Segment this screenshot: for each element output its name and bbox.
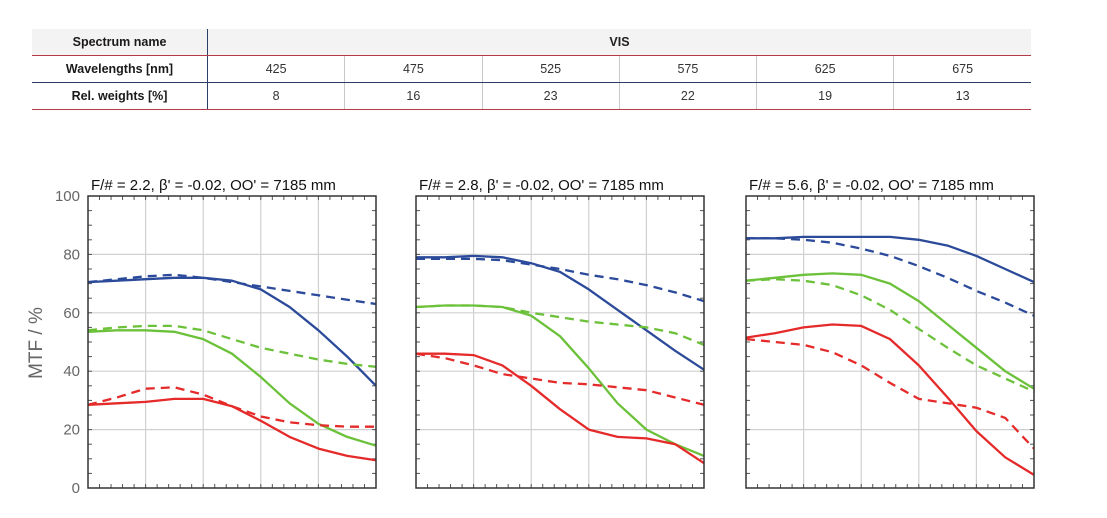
weight-cell: 22 — [619, 82, 758, 110]
weight-cell: 8 — [207, 82, 346, 110]
mtf-curve-red-dashed — [87, 386, 376, 428]
mtf-curve-green-dashed — [87, 324, 377, 368]
weight-cell: 19 — [756, 82, 895, 110]
panel-title: F/# = 5.6, β' = -0.02, OO' = 7185 mm — [749, 177, 994, 194]
y-axis-title: MTF / % — [26, 307, 47, 379]
mtf-curve-blue-solid — [87, 276, 377, 387]
wavelength-cell: 525 — [482, 55, 620, 83]
wavelength-row: Wavelengths [nm] 425 475 525 575 625 675 — [32, 55, 1031, 83]
y-tick-label: 80 — [63, 246, 80, 263]
mtf-panel: F/# = 2.8, β' = -0.02, OO' = 7185 mm — [415, 177, 705, 489]
mtf-panel: F/# = 2.2, β' = -0.02, OO' = 7185 mm 0 20 4… — [55, 177, 377, 497]
mtf-curve-red-dashed — [415, 352, 705, 406]
panel-title: F/# = 2.2, β' = -0.02, OO' = 7185 mm — [91, 177, 336, 194]
wavelength-cell: 575 — [619, 55, 758, 83]
spectrum-name-label: Spectrum name — [32, 29, 208, 56]
plot-area — [88, 196, 376, 488]
mtf-curve-green-solid — [87, 329, 377, 447]
mtf-curve-blue-dashed — [746, 237, 1035, 317]
y-tick-label: 40 — [63, 363, 80, 380]
wavelength-cell: 675 — [893, 55, 1031, 83]
plot-area — [416, 196, 704, 488]
wavelength-cell: 475 — [344, 55, 483, 83]
weight-label: Rel. weights [%] — [32, 82, 208, 110]
weight-cell: 23 — [482, 82, 620, 110]
mtf-curve-red-solid — [416, 352, 705, 465]
plot-frame — [745, 195, 1035, 489]
wavelength-cell: 425 — [207, 55, 346, 83]
mtf-curve-blue-solid — [746, 235, 1035, 284]
mtf-curve-green-dashed — [415, 304, 705, 346]
mtf-panel: F/# = 5.6, β' = -0.02, OO' = 7185 mm — [745, 177, 1035, 489]
y-tick-label: 20 — [63, 422, 80, 439]
y-tick-label: 0 — [72, 480, 80, 497]
wavelength-label: Wavelengths [nm] — [32, 55, 208, 83]
mtf-curve-blue-dashed — [416, 257, 705, 303]
mtf-curve-red-dashed — [745, 337, 1035, 450]
mtf-curve-red-solid — [745, 323, 1035, 476]
plot-frame — [87, 195, 377, 489]
spectrum-name-value: VIS — [207, 29, 1031, 56]
panel-title: F/# = 2.8, β' = -0.02, OO' = 7185 mm — [419, 177, 664, 194]
mtf-curve-green-solid — [745, 272, 1035, 390]
spectrum-table: Spectrum name VIS Wavelengths [nm] 425 4… — [32, 29, 1031, 110]
mtf-curve-blue-dashed — [87, 273, 377, 306]
weight-cell: 13 — [893, 82, 1031, 110]
y-tick-label: 60 — [63, 305, 80, 322]
mtf-curve-blue-solid — [416, 254, 705, 371]
plot-frame — [415, 195, 705, 489]
spectrum-row: Spectrum name VIS — [32, 29, 1031, 56]
mtf-curve-red-solid — [87, 397, 377, 462]
weight-cell: 16 — [344, 82, 483, 110]
mtf-curve-green-dashed — [745, 278, 1035, 393]
chart-panels: F/# = 2.2, β' = -0.02, OO' = 7185 mm 0 20 4… — [55, 177, 1035, 497]
wavelength-cell: 625 — [756, 55, 895, 83]
y-tick-label: 100 — [55, 188, 80, 205]
weight-row: Rel. weights [%] 8 16 23 22 19 13 — [32, 82, 1031, 110]
